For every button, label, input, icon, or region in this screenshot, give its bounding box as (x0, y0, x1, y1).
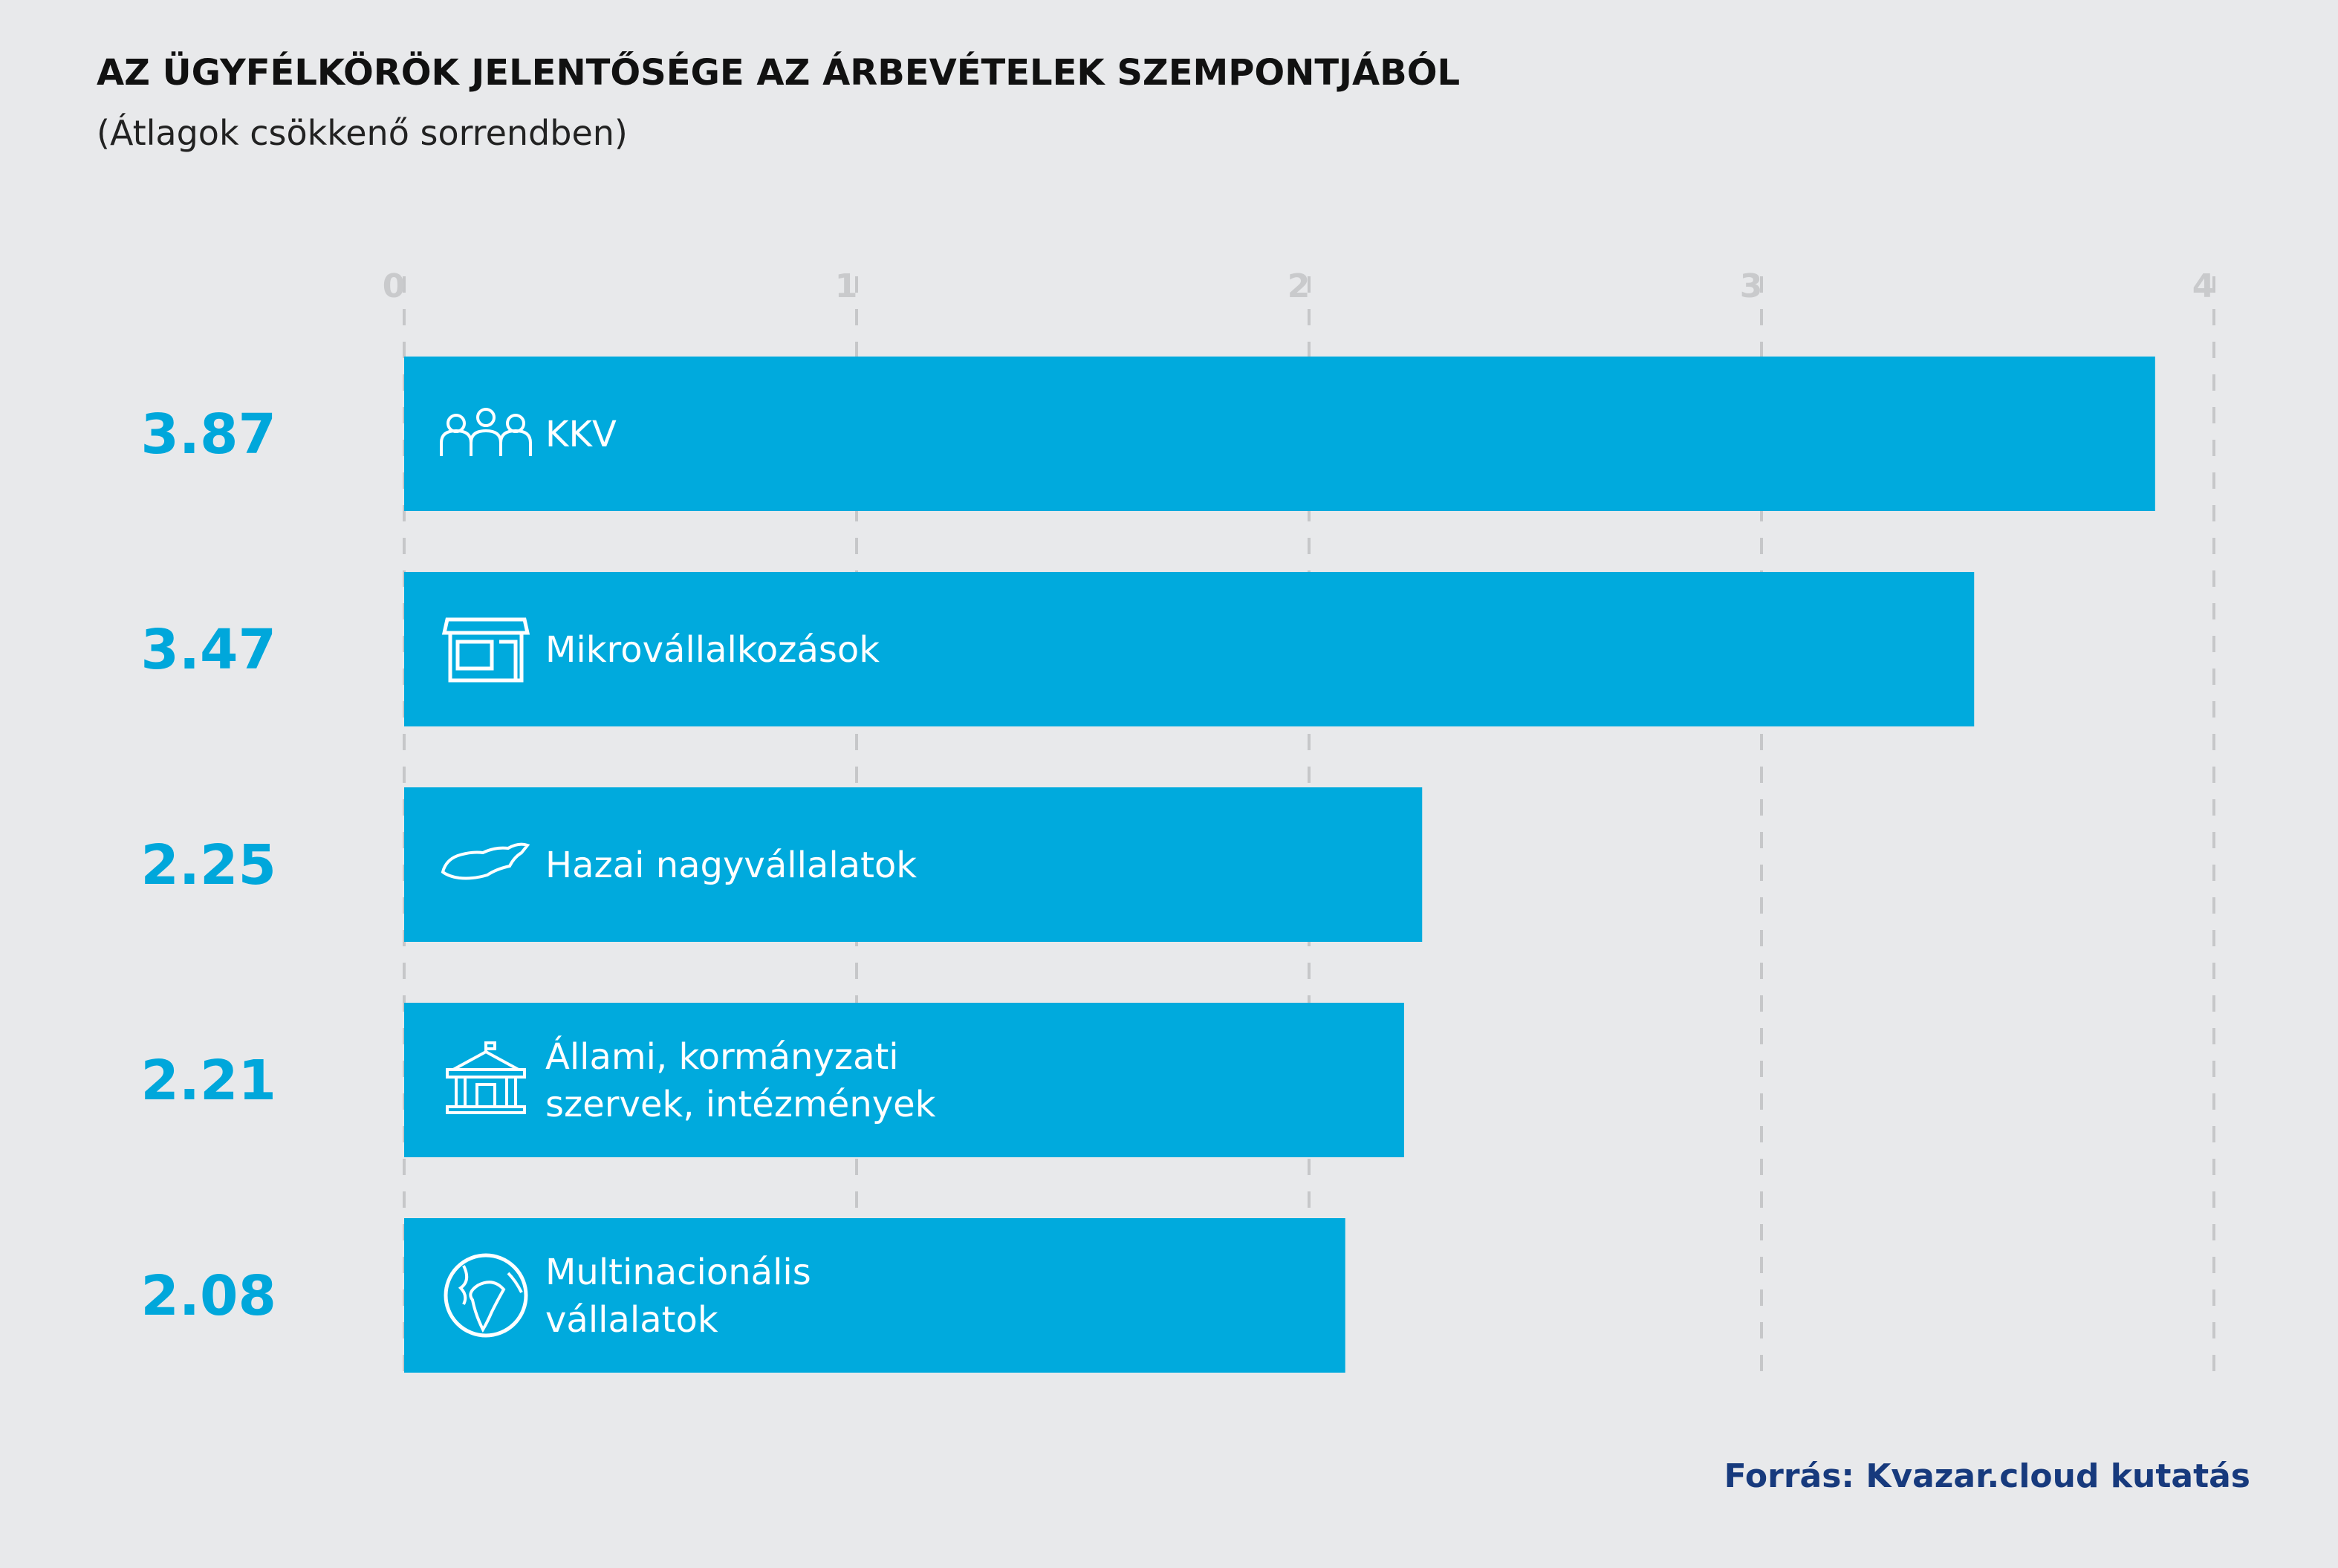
person-head (476, 408, 496, 427)
category-label: Multinacionális (545, 1252, 811, 1293)
category-label: vállalatok (545, 1299, 718, 1341)
bar (404, 787, 1423, 942)
map-outline (441, 842, 530, 880)
category-label: Hazai nagyvállalatok (545, 845, 917, 886)
bar (404, 1218, 1345, 1373)
x-tick-label: 4 (2192, 267, 2215, 305)
government-building-icon (446, 1041, 526, 1114)
continents (458, 1265, 523, 1333)
storefront-icon (441, 617, 530, 683)
value-label: 3.87 (140, 403, 276, 466)
x-tick-label: 3 (1740, 267, 1763, 305)
source-note: Forrás: Kvazar.cloud kutatás (1724, 1457, 2250, 1495)
people-group-icon (440, 408, 532, 456)
x-tick-label: 1 (835, 267, 858, 305)
category-label: szervek, intézmények (545, 1084, 936, 1125)
value-label: 2.08 (140, 1264, 276, 1328)
chart-title: AZ ÜGYFÉLKÖRÖK JELENTŐSÉGE AZ ÁRBEVÉTELE… (97, 52, 1461, 94)
x-tick-label: 2 (1287, 267, 1311, 305)
hungary-map-icon (441, 842, 530, 880)
globe-outline (444, 1253, 528, 1338)
chart-subtitle: (Átlagok csökkenő sorrendben) (97, 113, 628, 153)
x-tick-label: 0 (383, 267, 406, 305)
value-label: 2.21 (140, 1049, 276, 1113)
category-label: KKV (545, 414, 617, 455)
value-label: 3.47 (140, 618, 276, 682)
bar (404, 357, 2155, 511)
value-label: 2.25 (140, 833, 276, 897)
globe-icon (444, 1253, 528, 1338)
category-label: Állami, kormányzati (545, 1035, 899, 1078)
category-label: Mikrovállalkozások (545, 629, 880, 671)
bar (404, 1003, 1404, 1157)
store-shape (441, 617, 530, 683)
person-body (499, 429, 532, 456)
bar (404, 572, 1975, 726)
building-shape (446, 1041, 526, 1114)
